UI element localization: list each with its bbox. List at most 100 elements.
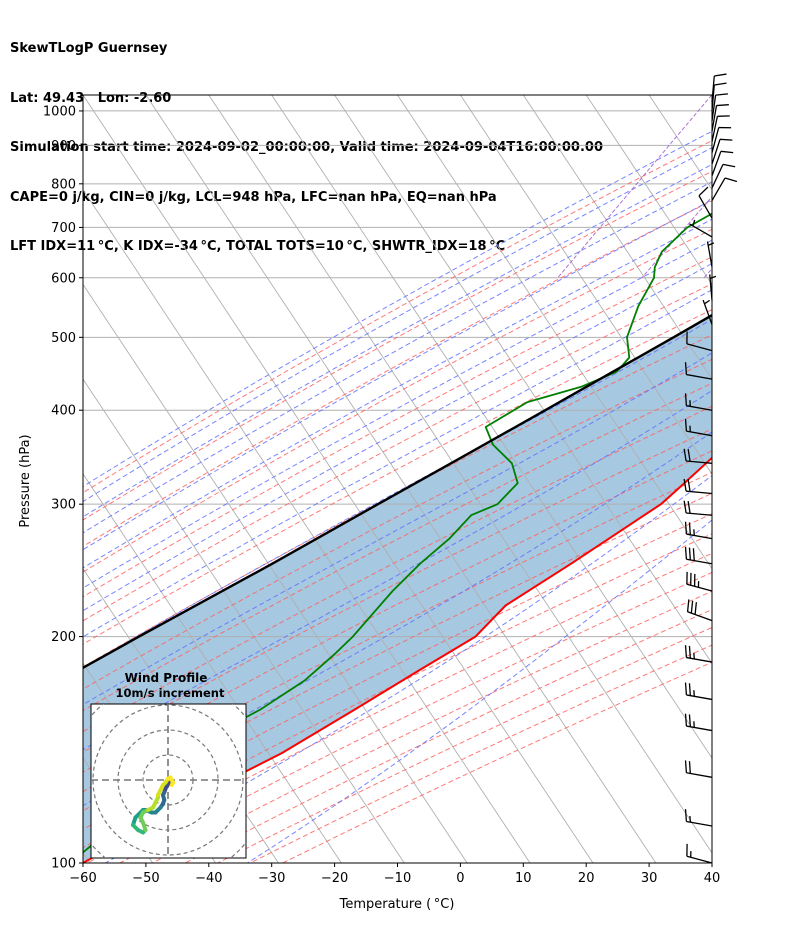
wind-barb — [711, 82, 727, 111]
wind-barb — [686, 571, 713, 592]
x-tick-label: −50 — [132, 871, 159, 886]
wind-barb — [683, 448, 713, 464]
isotherm-line — [145, 95, 657, 863]
y-tick-label: 900 — [51, 139, 76, 154]
isotherm-line — [83, 95, 594, 863]
x-tick-label: −40 — [195, 871, 222, 886]
wind-barb — [706, 241, 715, 268]
y-axis-label: Pressure (hPa) — [18, 434, 33, 527]
isotherm-line — [460, 95, 712, 475]
x-tick-label: −20 — [321, 871, 348, 886]
moist-adiabat — [83, 163, 712, 518]
wind-barb — [684, 362, 713, 380]
y-tick-label: 100 — [51, 857, 76, 872]
wind-barb — [711, 138, 733, 165]
wind-barb — [686, 599, 713, 622]
x-tick-label: −30 — [258, 871, 285, 886]
isotherm-line — [83, 283, 468, 863]
wind-barb — [684, 682, 713, 701]
isotherm-line — [334, 95, 712, 665]
moist-adiabat — [83, 181, 712, 534]
x-axis-label: Temperature ( °C) — [339, 897, 455, 912]
moist-adiabat — [83, 239, 712, 589]
mixing-ratio-line — [703, 267, 712, 279]
wind-barb — [686, 843, 713, 864]
wind-barb — [684, 713, 713, 732]
y-tick-label: 700 — [51, 221, 76, 236]
isotherm-line — [585, 95, 712, 286]
x-tick-label: −60 — [69, 871, 96, 886]
isotherm-line — [711, 95, 712, 96]
wind-barb — [684, 760, 713, 778]
wind-barb — [684, 418, 713, 437]
location-line: Lat: 49.43 Lon: -2.60 — [10, 90, 172, 106]
temperature-line — [83, 456, 712, 863]
isotherm-line — [83, 378, 405, 863]
isotherm-line — [775, 95, 794, 863]
y-tick-label: 800 — [51, 177, 76, 192]
hodograph-title: Wind Profile — [125, 671, 208, 685]
dry-adiabat — [83, 200, 712, 547]
x-tick-label: 20 — [578, 871, 595, 886]
wind-barb — [711, 177, 738, 201]
wind-barb — [698, 186, 713, 219]
parcel-line — [83, 313, 712, 670]
dry-adiabat — [83, 256, 712, 598]
x-tick-label: 0 — [456, 871, 464, 886]
wind-barb — [684, 521, 713, 540]
y-tick-label: 500 — [51, 331, 76, 346]
x-tick-label: 30 — [641, 871, 658, 886]
mixing-ratio-line — [641, 195, 712, 279]
dry-adiabat — [83, 228, 712, 573]
isotherm-line — [271, 95, 712, 759]
wind-barb — [711, 93, 728, 121]
wind-barb — [683, 478, 713, 495]
y-tick-label: 600 — [51, 271, 76, 286]
wind-barb — [686, 331, 713, 352]
moist-adiabat — [83, 289, 712, 638]
hodograph-subtitle: 10m/s increment — [116, 686, 225, 700]
moist-adiabat — [83, 318, 712, 669]
dry-adiabat — [83, 533, 712, 849]
isotherm-line — [83, 852, 91, 863]
moist-adiabat — [83, 389, 712, 751]
x-tick-label: −10 — [384, 871, 411, 886]
moist-adiabat — [83, 352, 712, 706]
isotherm-line — [208, 95, 712, 854]
wind-barb — [702, 299, 713, 325]
moist-adiabat — [247, 519, 712, 863]
dry-adiabat — [83, 450, 712, 773]
x-tick-label: 10 — [515, 871, 532, 886]
moist-adiabat — [83, 262, 712, 612]
mixing-ratio-line — [557, 95, 712, 279]
x-tick-label: 40 — [704, 871, 721, 886]
wind-barb — [711, 163, 736, 189]
hodograph-segment — [169, 780, 175, 787]
dry-adiabat — [83, 170, 712, 521]
wind-barb — [684, 645, 713, 663]
wind-barb — [709, 274, 717, 301]
moist-adiabat — [83, 130, 712, 488]
wind-barb — [711, 150, 734, 176]
wind-barb — [711, 73, 727, 102]
dry-adiabat — [83, 140, 712, 494]
y-tick-label: 400 — [51, 404, 76, 419]
y-tick-label: 300 — [51, 498, 76, 513]
params-line-2: LFT IDX=11 °C, K IDX=-34 °C, TOTAL TOTS=… — [10, 239, 506, 254]
y-tick-label: 200 — [51, 630, 76, 645]
moist-adiabat — [83, 147, 712, 503]
isotherm-line — [83, 188, 531, 863]
chart-title: SkewTLogP Guernsey — [10, 41, 168, 56]
wind-barb — [684, 809, 713, 827]
wind-barb — [683, 500, 713, 516]
dry-adiabat — [83, 309, 712, 645]
dry-adiabat — [83, 492, 712, 812]
wind-barb — [689, 219, 713, 238]
wind-barb — [711, 115, 730, 142]
wind-barb — [684, 393, 713, 411]
dewpoint-line — [83, 212, 712, 854]
isotherm-line — [522, 95, 712, 381]
dry-adiabat — [83, 428, 712, 753]
isotherm-line — [83, 473, 342, 863]
